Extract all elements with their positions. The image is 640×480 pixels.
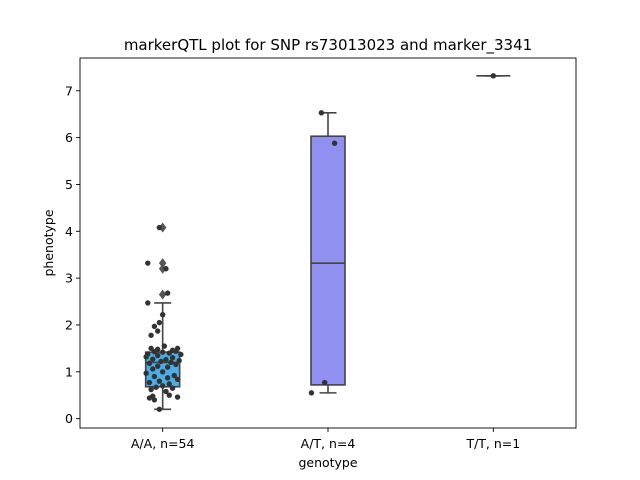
data-point [143,354,149,360]
data-point [321,379,328,386]
data-point [151,348,158,355]
y-axis-label: phenotype [41,209,56,276]
data-point [155,328,161,334]
y-axis: 0 1 2 3 4 5 6 7 [65,83,80,426]
y-tick-label: 7 [65,83,73,98]
data-point [169,355,176,361]
data-point [151,397,158,403]
box [310,135,346,386]
y-tick-label: 4 [65,224,73,239]
data-point [148,332,154,338]
data-point [150,366,156,372]
x-axis-label: genotype [298,455,357,470]
x-tick-label: A/T, n=4 [301,436,356,451]
data-point [331,140,338,146]
data-point [159,383,166,389]
data-point [159,311,166,318]
x-tick-label: T/T, n=1 [465,436,520,451]
y-tick-label: 5 [65,177,73,192]
data-point [174,376,181,382]
data-point [163,266,169,272]
data-point [173,348,179,354]
y-tick-label: 0 [65,411,73,426]
data-point [163,388,169,395]
data-point [156,319,163,326]
data-point [159,369,166,375]
data-point [178,351,184,358]
plot-frame [79,57,577,429]
data-point [145,300,151,306]
data-point [150,356,156,362]
data-point [166,350,172,356]
data-point [155,363,161,369]
data-point [153,384,159,390]
data-point [174,394,181,400]
data-point [163,356,169,363]
data-point [159,349,166,355]
data-point [146,395,153,401]
data-point [308,390,315,396]
data-point [158,358,164,365]
data-point [166,392,172,398]
x-axis: A/A, n=54 A/T, n=4 T/T, n=1 [131,428,520,451]
x-tick-label: A/A, n=54 [131,436,195,451]
data-point [155,352,161,359]
data-point [176,357,182,364]
data-point [156,406,163,412]
box-group-1 [310,111,346,394]
y-tick-label: 2 [65,317,73,332]
data-point [148,386,154,393]
y-tick-label: 1 [65,364,73,379]
data-point [166,381,172,387]
outlier-marker [158,258,167,269]
outlier-marker [158,289,167,300]
data-point [318,110,325,116]
y-tick-label: 3 [65,271,73,286]
chart-title: markerQTL plot for SNP rs73013023 and ma… [124,36,532,55]
data-point [171,372,177,379]
data-point [164,290,171,296]
data-point [164,364,171,370]
data-point [490,73,497,79]
data-point [161,343,168,349]
data-point [146,360,153,367]
data-point [143,370,149,376]
data-point [156,224,163,231]
data-point [148,345,154,352]
data-point [164,375,171,381]
data-point [173,361,179,368]
data-point [168,359,174,366]
data-point [151,323,158,330]
data-point [145,260,151,266]
data-point [156,378,163,384]
data-point [169,385,176,391]
data-point [151,373,158,380]
y-tick-label: 6 [65,130,73,145]
data-point [146,379,153,386]
chart-marks [143,73,511,412]
